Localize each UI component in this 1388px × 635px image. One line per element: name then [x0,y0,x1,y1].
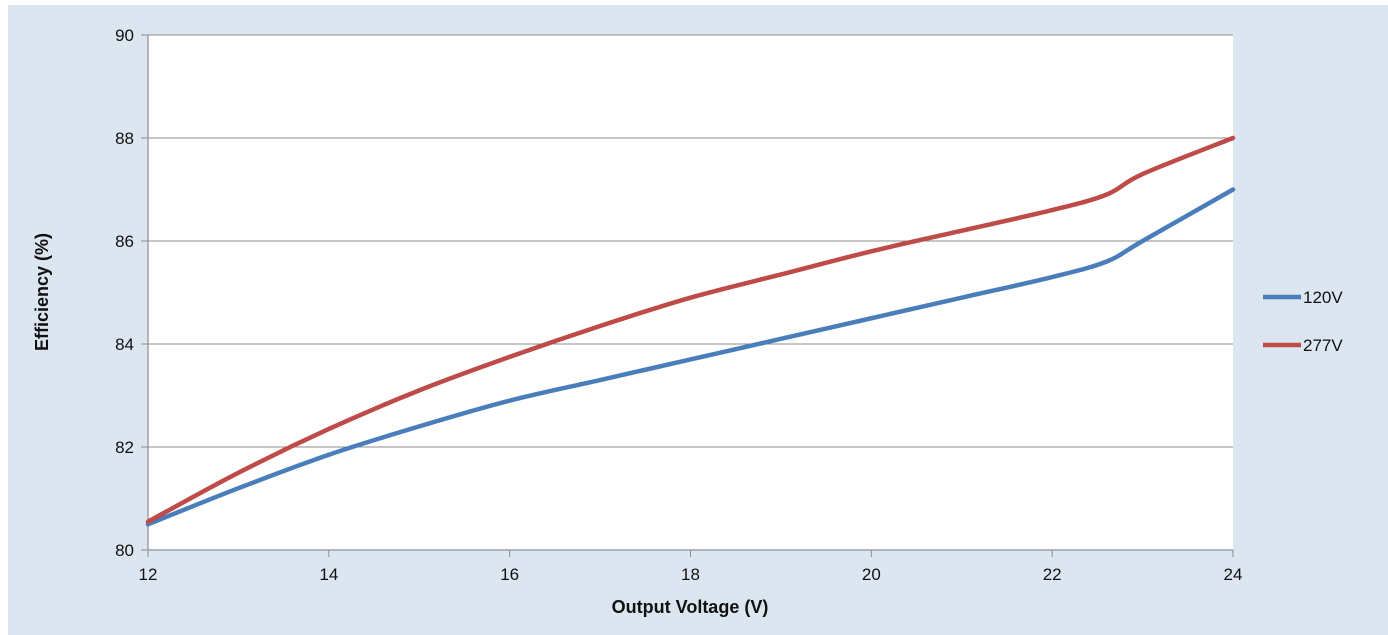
x-tick-label: 22 [1043,565,1062,584]
series-line-120v [145,187,1236,527]
y-tick-label: 82 [115,438,134,457]
series-lines [145,135,1236,527]
y-tick-label: 80 [115,541,134,560]
gridlines [141,34,1233,551]
x-tick-label: 18 [681,565,700,584]
y-tick-labels: 80 82 84 86 88 90 [115,26,134,560]
x-tick-label: 12 [139,565,158,584]
x-tick-label: 24 [1224,565,1243,584]
x-axis-title: Output Voltage (V) [612,597,769,617]
x-tick-label: 14 [319,565,338,584]
legend: 120V 277V [1263,288,1343,355]
efficiency-chart: 80 82 84 86 88 90 12 14 16 18 20 22 24 Output Volta… [32,26,1343,617]
series-line-277v [145,135,1236,524]
chart-frame: 80 82 84 86 88 90 12 14 16 18 20 22 24 Output Volta… [8,5,1388,635]
legend-label-120v: 120V [1303,288,1343,307]
x-tick-label: 20 [862,565,881,584]
legend-label-277v: 277V [1303,336,1343,355]
y-tick-label: 84 [115,335,134,354]
y-tick-label: 90 [115,26,134,45]
y-tick-label: 86 [115,232,134,251]
x-tick-label: 16 [500,565,519,584]
plot-area [148,35,1233,550]
y-tick-label: 88 [115,129,134,148]
x-tick-labels: 12 14 16 18 20 22 24 [139,550,1243,584]
y-axis-title: Efficiency (%) [32,233,52,351]
